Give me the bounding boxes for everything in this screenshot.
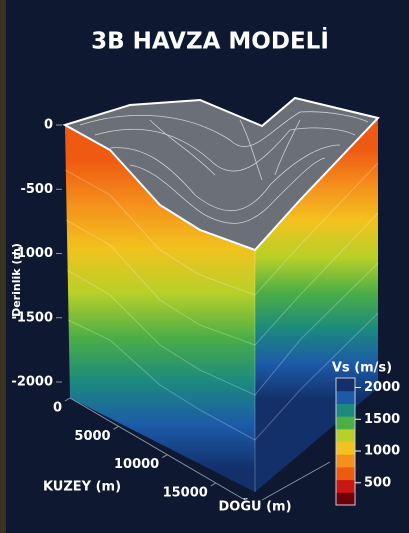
colorbar-band	[336, 479, 355, 493]
left-face	[65, 125, 255, 492]
z-tick-label: -500	[20, 182, 53, 197]
z-tick-label: 0	[44, 118, 53, 133]
x-tick	[64, 397, 71, 402]
colorbar-band	[336, 441, 355, 455]
colorbar-title: Vs (m/s)	[332, 361, 392, 376]
y-axis-label: DOĞU (m)	[218, 499, 291, 515]
colorbar-band	[336, 492, 355, 506]
chart-title: 3B HAVZA MODELİ	[91, 27, 329, 55]
colorbar-tick-label: 500	[364, 475, 391, 490]
z-tick-label: -2000	[11, 375, 53, 390]
x-axis-label: KUZEY (m)	[43, 480, 121, 495]
x-tick-label: 0	[53, 401, 62, 416]
colorbar-band	[336, 390, 355, 404]
colorbar-band	[336, 454, 355, 468]
colorbar-tick-label: 1000	[364, 444, 400, 459]
colorbar-band	[336, 428, 355, 442]
colorbar-band	[336, 403, 355, 417]
z-axis-label: Derinlik (m)	[10, 243, 23, 317]
z-tick-label: -1000	[11, 246, 53, 261]
x-tick-label: 15000	[163, 486, 208, 501]
colorbar-band	[336, 378, 355, 392]
face-lines	[64, 162, 379, 492]
x-tick	[161, 454, 168, 459]
surface-top	[62, 96, 380, 252]
surface-contours	[79, 111, 369, 224]
colorbar-band	[336, 416, 355, 430]
x-tick-label: 10000	[114, 457, 159, 472]
x-tick	[113, 425, 119, 430]
x-tick	[210, 482, 217, 487]
x-tick-label: 5000	[74, 429, 110, 444]
edge-strip	[0, 0, 6, 533]
colorbar-tick-label: 1500	[364, 412, 400, 427]
colorbar-frame	[335, 377, 356, 506]
z-tick-label: -1500	[11, 310, 53, 325]
colorbar-tick-label: 2000	[364, 380, 400, 395]
colorbar-band	[336, 466, 355, 481]
